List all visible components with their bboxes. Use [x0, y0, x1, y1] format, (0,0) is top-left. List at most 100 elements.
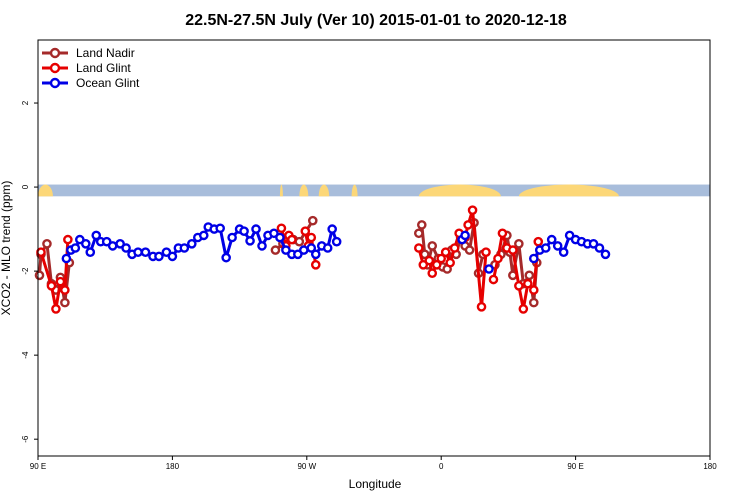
data-point	[270, 245, 281, 255]
data-point	[497, 228, 508, 239]
data-point	[564, 230, 575, 241]
data-point	[276, 223, 287, 234]
data-point	[508, 245, 518, 255]
data-point	[300, 226, 311, 236]
data-point	[449, 243, 460, 253]
legend-label: Ocean Glint	[76, 76, 140, 90]
data-point	[307, 215, 318, 226]
land-segment	[318, 184, 330, 197]
data-point	[476, 302, 487, 312]
land-segment	[299, 184, 309, 197]
y-tick-label: -4	[21, 351, 30, 359]
y-axis-ticks: 2 0 -2 -4 -6	[21, 100, 38, 443]
series-land-nadir	[34, 215, 542, 308]
data-point	[215, 223, 225, 234]
data-point	[528, 285, 539, 295]
data-point	[107, 241, 118, 251]
data-point	[464, 245, 475, 255]
data-point	[167, 251, 178, 262]
data-point	[121, 243, 131, 253]
data-point	[306, 232, 317, 243]
data-point	[445, 257, 455, 268]
data-point	[484, 264, 494, 274]
data-point	[514, 281, 524, 291]
data-point	[51, 304, 61, 314]
series-line	[39, 239, 70, 311]
data-point	[481, 247, 491, 258]
x-tick-label: 90 W	[297, 462, 316, 471]
data-point	[518, 304, 529, 314]
data-point	[427, 268, 438, 279]
data-point	[294, 236, 305, 247]
y-axis-label: XCO2 - MLO trend (ppm)	[0, 181, 13, 316]
data-point	[546, 234, 557, 245]
data-point	[198, 230, 209, 241]
chart-title: 22.5N-27.5N July (Ver 10) 2015-01-01 to …	[185, 12, 567, 29]
data-point	[293, 249, 303, 260]
data-point	[418, 260, 429, 270]
data-point	[227, 232, 237, 243]
x-axis-label: Longitude	[349, 477, 402, 491]
data-point	[413, 243, 424, 253]
legend-label: Land Nadir	[76, 46, 135, 60]
series-ocean-glint	[61, 222, 611, 274]
data-point	[427, 241, 438, 251]
data-point	[310, 260, 321, 270]
data-point	[187, 238, 197, 249]
data-point	[80, 238, 91, 249]
plot-frame	[37, 39, 711, 457]
y-tick-label: 0	[21, 184, 30, 189]
legend-marker	[49, 62, 61, 74]
land-ocean-strip	[38, 184, 710, 197]
data-point	[524, 270, 535, 281]
data-point	[60, 285, 70, 295]
data-point	[70, 243, 81, 253]
data-point	[413, 228, 424, 239]
data-point	[36, 247, 46, 258]
data-point	[75, 234, 85, 245]
data-point	[416, 220, 427, 230]
data-point	[488, 274, 499, 285]
legend-marker	[49, 47, 61, 59]
series-land-glint	[36, 205, 544, 314]
land-segment	[279, 184, 283, 197]
data-point	[245, 236, 255, 246]
data-point	[533, 236, 544, 247]
y-tick-label: -6	[21, 435, 30, 443]
data-point	[281, 245, 291, 255]
data-point	[594, 243, 605, 253]
data-point	[600, 249, 611, 260]
data-point	[133, 247, 143, 258]
data-point	[558, 247, 569, 258]
data-point	[161, 247, 172, 258]
legend-label: Land Glint	[76, 61, 131, 75]
data-point	[440, 247, 451, 258]
data-point	[275, 232, 285, 243]
data-point	[257, 241, 267, 251]
land-segment	[418, 184, 501, 197]
data-point	[467, 205, 478, 215]
legend-marker	[49, 77, 61, 89]
x-tick-label: 180	[703, 462, 717, 471]
data-point	[514, 238, 524, 249]
data-point	[60, 297, 70, 308]
x-tick-label: 90 E	[567, 462, 583, 471]
x-tick-label: 90 E	[30, 462, 46, 471]
data-point	[493, 253, 503, 264]
data-point	[299, 245, 309, 255]
data-point	[327, 224, 337, 234]
data-point	[306, 243, 317, 253]
data-point	[528, 253, 539, 264]
data-point	[540, 243, 551, 253]
data-point	[221, 252, 231, 263]
data-point	[528, 297, 539, 308]
data-point	[55, 276, 66, 287]
data-point	[63, 234, 73, 245]
data-point	[154, 251, 164, 262]
data-point	[431, 260, 442, 270]
data-point	[85, 247, 96, 258]
data-point	[588, 238, 599, 249]
land-segment	[38, 184, 53, 197]
